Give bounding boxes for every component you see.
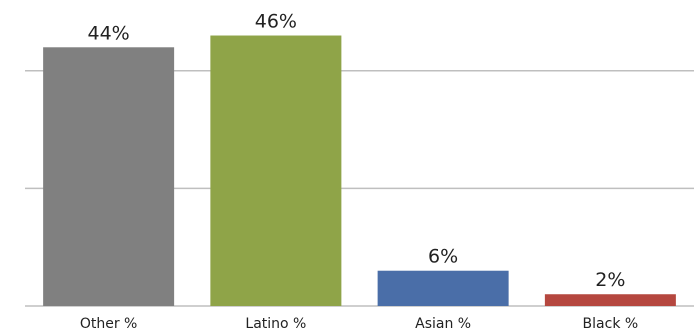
data-label-other: 44% xyxy=(88,22,130,44)
bar-black xyxy=(544,294,676,306)
bar-latino xyxy=(210,35,342,307)
bar-asian xyxy=(377,270,509,306)
tick-label-other: Other % xyxy=(80,316,138,332)
tick-label-latino: Latino % xyxy=(245,316,306,332)
data-label-asian: 6% xyxy=(428,246,458,268)
data-labels: 44% 46% 6% 2% xyxy=(88,11,626,292)
bars xyxy=(43,35,676,307)
tick-label-asian: Asian % xyxy=(415,316,471,332)
tick-label-black: Black % xyxy=(583,316,639,332)
data-label-black: 2% xyxy=(595,269,625,291)
category-tick-labels: Other % Latino % Asian % Black % xyxy=(80,316,638,332)
data-label-latino: 46% xyxy=(255,11,297,33)
bar-other xyxy=(43,47,175,306)
